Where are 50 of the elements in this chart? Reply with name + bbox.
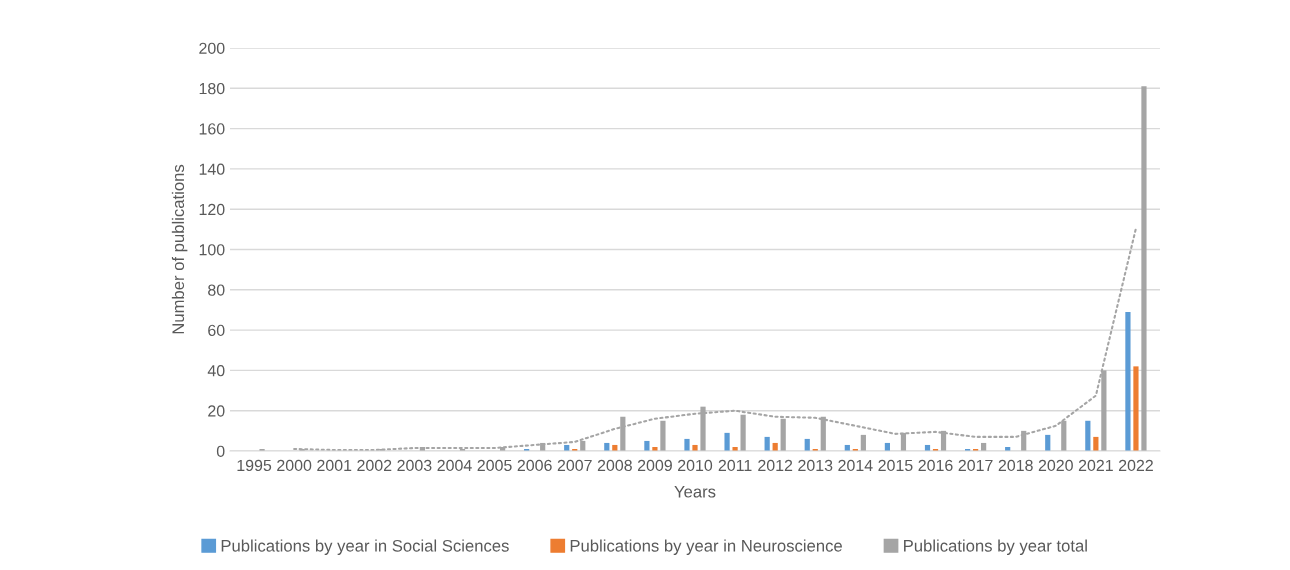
- y-tick-label: 60: [208, 324, 225, 337]
- x-tick-label: 2012: [758, 459, 793, 472]
- x-tick-label: 2021: [1078, 459, 1113, 472]
- x-tick-label: 2020: [1038, 459, 1073, 472]
- y-tick-label: 140: [199, 163, 225, 175]
- bar: [644, 440, 650, 451]
- y-axis-title: Number of publications: [171, 164, 188, 334]
- x-tick-label: 2015: [878, 459, 913, 472]
- y-tick-label: 80: [208, 284, 225, 296]
- x-tick-label: 2014: [838, 459, 873, 472]
- x-tick-label: 2017: [958, 459, 993, 472]
- bar: [1133, 366, 1139, 451]
- x-tick-label: 2022: [1118, 459, 1153, 472]
- x-axis-title: Years: [674, 485, 716, 498]
- bar: [692, 444, 698, 451]
- legend-label: Publications by year in Social Sciences: [221, 539, 509, 555]
- line-series: [293, 227, 1137, 451]
- x-tick-label: 2010: [678, 459, 713, 472]
- x-tick-label: 2013: [798, 459, 833, 472]
- y-tick-label: 180: [199, 82, 225, 95]
- legend-label: Publications by year in Neuroscience: [570, 539, 842, 555]
- y-tick-label: 120: [199, 203, 225, 216]
- y-tick-label: 40: [207, 365, 225, 377]
- x-tick-label: 2005: [477, 459, 512, 472]
- y-tick-label: 100: [199, 244, 225, 256]
- x-tick-label: 2004: [437, 459, 472, 472]
- x-tick-label: 2001: [317, 459, 352, 472]
- x-tick-label: 2000: [277, 459, 312, 472]
- x-tick-label: 2006: [517, 459, 552, 472]
- bar: [1125, 311, 1131, 451]
- y-tick-label: 0: [216, 445, 225, 457]
- bar: [660, 420, 666, 451]
- x-tick-label: 2008: [597, 459, 632, 472]
- x-tick-label: 2016: [918, 459, 953, 472]
- x-tick-label: 2007: [557, 459, 592, 472]
- x-tick-label: 2011: [718, 459, 752, 472]
- bar: [1141, 86, 1147, 451]
- x-tick-label: 2003: [397, 459, 432, 472]
- bar: [1085, 420, 1091, 451]
- y-tick-label: 160: [199, 123, 225, 135]
- bar: [740, 414, 746, 451]
- x-tick-label: 2002: [357, 459, 392, 472]
- x-tick-label: 1995: [237, 459, 272, 472]
- y-tick-label: 200: [199, 42, 225, 54]
- legend-label: Publications by year total: [904, 539, 1087, 555]
- bar: [684, 438, 690, 451]
- bar: [724, 432, 730, 451]
- x-tick-label: 2009: [637, 459, 672, 472]
- y-tick-label: 20: [208, 405, 225, 417]
- x-tick-label: 2018: [998, 459, 1033, 472]
